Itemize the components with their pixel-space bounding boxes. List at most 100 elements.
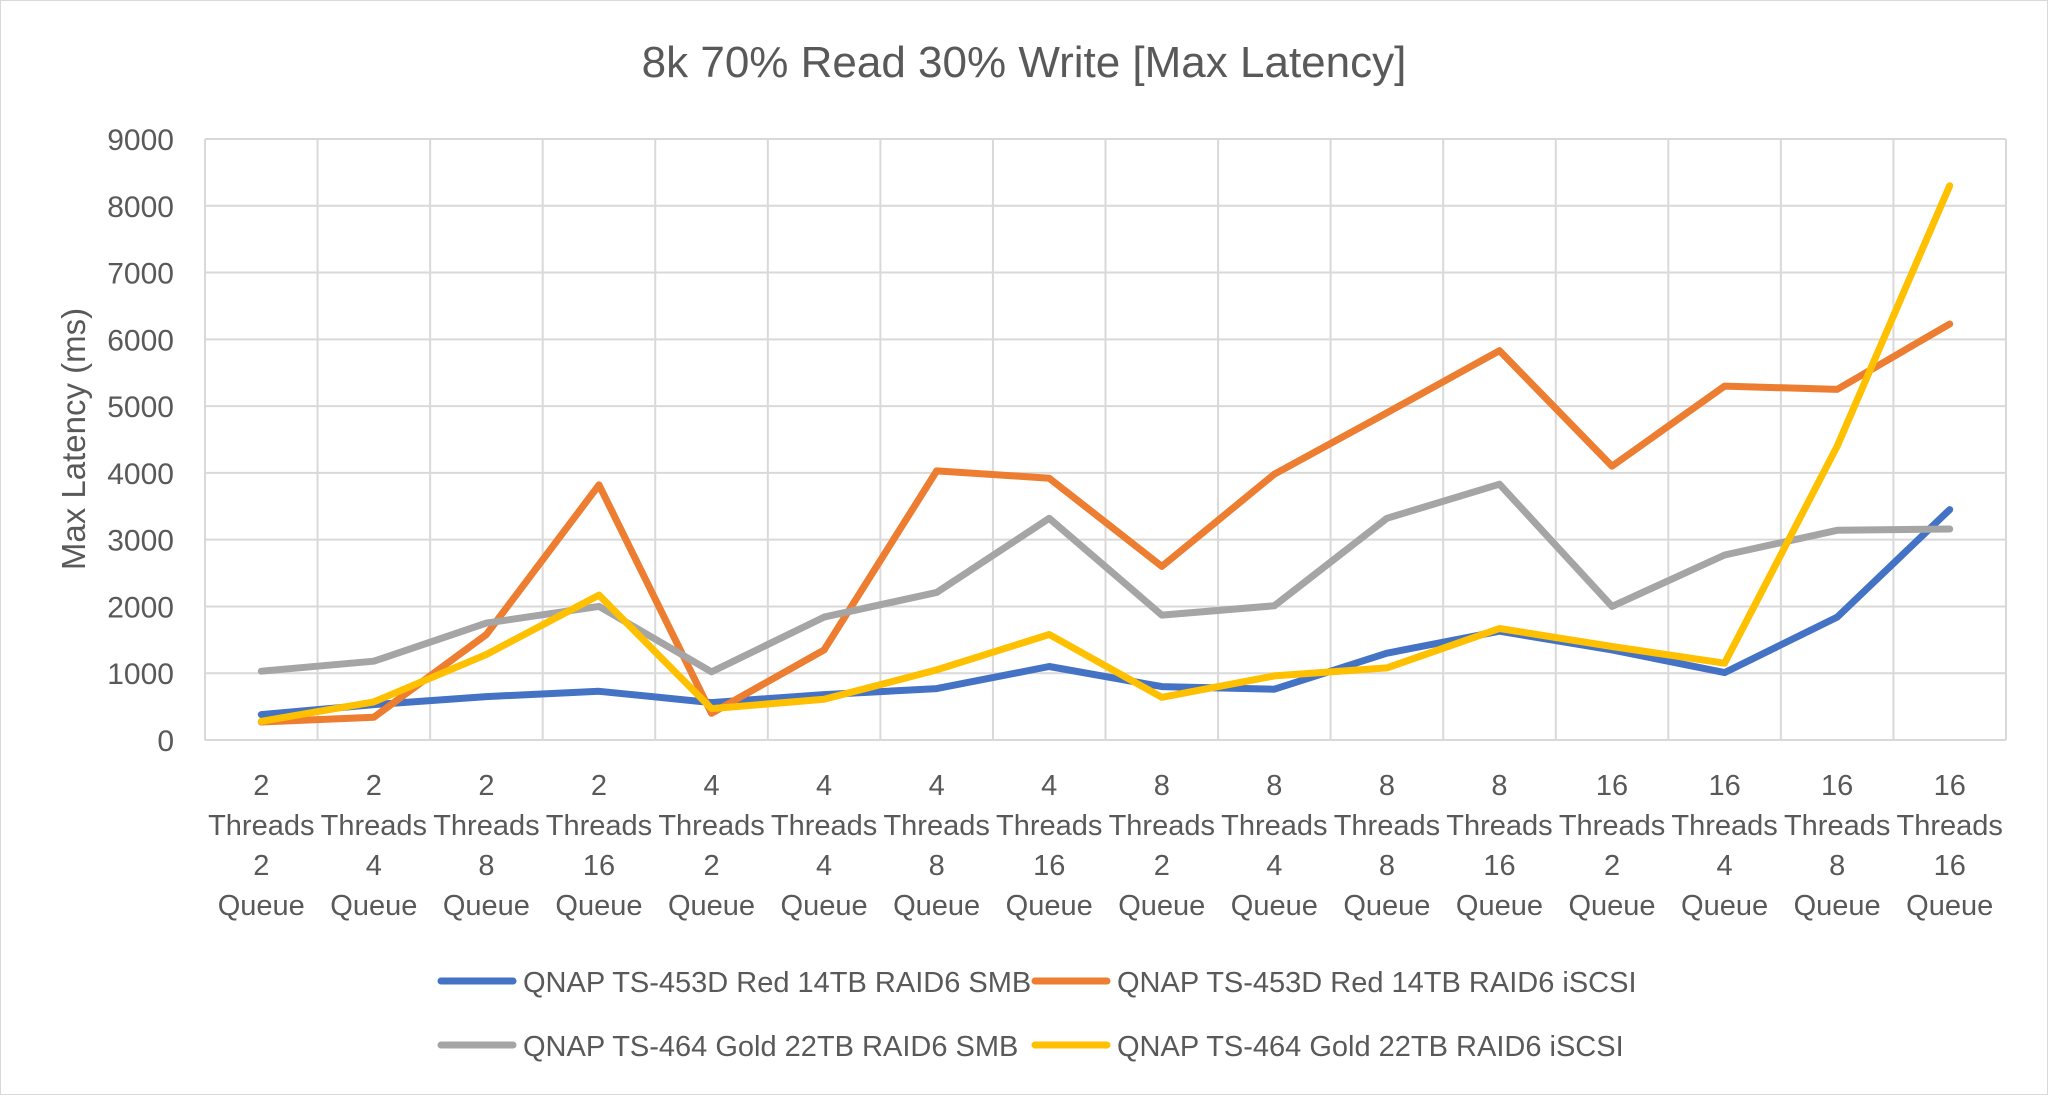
x-tick-label-line: Queue xyxy=(1343,890,1430,922)
x-tick-label-line: Queue xyxy=(1456,890,1543,922)
legend-label: QNAP TS-464 Gold 22TB RAID6 iSCSI xyxy=(1117,1031,1624,1063)
x-tick-label-line: 4 xyxy=(366,850,382,882)
x-tick-label-line: 8 xyxy=(478,850,494,882)
x-tick-label-line: 2 xyxy=(1154,850,1170,882)
x-tick-label-line: Threads xyxy=(1784,810,1890,842)
x-tick-label: 4 Threads 2 Queue xyxy=(658,770,764,922)
y-tick-label: 9000 xyxy=(107,124,174,157)
x-tick-label-line: 4 xyxy=(1266,850,1282,882)
x-tick-label: 8 Threads 4 Queue xyxy=(1221,770,1327,922)
x-tick-label-line: Threads xyxy=(658,810,764,842)
x-tick-label-line: Queue xyxy=(1906,890,1993,922)
x-tick-label-line: 4 xyxy=(1041,770,1057,802)
x-tick-label-line: 2 xyxy=(253,770,269,802)
x-tick-label-line: Queue xyxy=(555,890,642,922)
legend-item: QNAP TS-464 Gold 22TB RAID6 SMB xyxy=(441,1031,1018,1063)
x-tick-label-line: 8 xyxy=(1154,770,1170,802)
legend-label: QNAP TS-464 Gold 22TB RAID6 SMB xyxy=(523,1031,1018,1063)
x-tick-label-line: Queue xyxy=(443,890,530,922)
x-tick-label-line: 16 xyxy=(1596,770,1628,802)
x-tick-label-line: Queue xyxy=(781,890,868,922)
x-tick-label-line: 4 xyxy=(816,770,832,802)
x-tick-label-line: Queue xyxy=(218,890,305,922)
x-tick-label-line: 2 xyxy=(478,770,494,802)
y-tick-label: 6000 xyxy=(107,324,174,357)
x-tick-label-line: 2 xyxy=(591,770,607,802)
x-tick-label-line: Threads xyxy=(1334,810,1440,842)
legend-item: QNAP TS-453D Red 14TB RAID6 iSCSI xyxy=(1035,967,1637,999)
y-tick-label: 7000 xyxy=(107,258,174,291)
x-tick-label-line: Threads xyxy=(433,810,539,842)
y-tick-label: 5000 xyxy=(107,391,174,424)
x-tick-label-line: Queue xyxy=(1568,890,1655,922)
x-tick-label-line: 16 xyxy=(1934,770,1966,802)
x-tick-label-line: Queue xyxy=(893,890,980,922)
x-tick-label-line: 8 xyxy=(1491,770,1507,802)
x-tick-label-line: Threads xyxy=(1897,810,2003,842)
y-tick-label: 3000 xyxy=(107,525,174,558)
x-tick-label-line: Threads xyxy=(1109,810,1215,842)
x-tick-label: 8 Threads 8 Queue xyxy=(1334,770,1440,922)
x-tick-label-line: 16 xyxy=(583,850,615,882)
x-tick-label-line: Threads xyxy=(208,810,314,842)
x-tick-label-line: 2 xyxy=(366,770,382,802)
legend-item: QNAP TS-453D Red 14TB RAID6 SMB xyxy=(441,967,1031,999)
x-tick-label-line: 8 xyxy=(1379,850,1395,882)
y-tick-label: 1000 xyxy=(107,658,174,691)
x-tick-label-line: 8 xyxy=(1829,850,1845,882)
gridlines xyxy=(205,139,2006,740)
x-tick-label-line: Queue xyxy=(668,890,755,922)
x-tick-label-line: Threads xyxy=(771,810,877,842)
y-tick-label: 4000 xyxy=(107,458,174,491)
y-tick-label: 0 xyxy=(157,725,174,758)
x-tick-label: 16 Threads 4 Queue xyxy=(1671,770,1777,922)
x-tick-label-line: 2 xyxy=(703,850,719,882)
x-tick-label-line: 4 xyxy=(1717,850,1733,882)
legend: QNAP TS-453D Red 14TB RAID6 SMB QNAP TS-4… xyxy=(441,967,1637,1063)
x-tick-label-line: 16 xyxy=(1934,850,1966,882)
x-tick-label-line: Queue xyxy=(1794,890,1881,922)
x-tick-label: 16 Threads 2 Queue xyxy=(1559,770,1665,922)
legend-label: QNAP TS-453D Red 14TB RAID6 iSCSI xyxy=(1117,967,1637,999)
x-tick-label-line: 16 xyxy=(1708,770,1740,802)
x-tick-label-line: 4 xyxy=(929,770,945,802)
x-tick-label: 2 Threads 8 Queue xyxy=(433,770,539,922)
y-axis-ticks: 0 1000 2000 3000 4000 5000 6000 7000 8000 9000 xyxy=(107,124,174,758)
legend-label: QNAP TS-453D Red 14TB RAID6 SMB xyxy=(523,967,1031,999)
legend-item: QNAP TS-464 Gold 22TB RAID6 iSCSI xyxy=(1035,1031,1624,1063)
x-tick-label-line: Threads xyxy=(1671,810,1777,842)
x-tick-label-line: Threads xyxy=(1221,810,1327,842)
x-tick-label: 2 Threads 2 Queue xyxy=(208,770,314,922)
x-tick-label-line: Queue xyxy=(330,890,417,922)
x-tick-label-line: 8 xyxy=(1379,770,1395,802)
y-tick-label: 8000 xyxy=(107,191,174,224)
x-tick-label-line: Threads xyxy=(1446,810,1552,842)
x-tick-label: 16 Threads 16 Queue xyxy=(1897,770,2003,922)
x-tick-label-line: Threads xyxy=(996,810,1102,842)
x-tick-label-line: Queue xyxy=(1231,890,1318,922)
x-tick-label-line: 4 xyxy=(703,770,719,802)
x-tick-label-line: 2 xyxy=(1604,850,1620,882)
x-tick-label-line: 4 xyxy=(816,850,832,882)
x-tick-label: 4 Threads 16 Queue xyxy=(996,770,1102,922)
x-tick-label: 4 Threads 4 Queue xyxy=(771,770,877,922)
x-axis-ticks: 2 Threads 2 Queue 2 Threads 4 Queue 2 Threads 8 Que… xyxy=(208,770,2003,922)
x-tick-label-line: 8 xyxy=(1266,770,1282,802)
x-tick-label-line: Queue xyxy=(1006,890,1093,922)
x-tick-label-line: 2 xyxy=(253,850,269,882)
x-tick-label-line: 16 xyxy=(1033,850,1065,882)
chart-title: 8k 70% Read 30% Write [Max Latency] xyxy=(642,38,1407,87)
y-tick-label: 2000 xyxy=(107,591,174,624)
x-tick-label-line: Threads xyxy=(321,810,427,842)
x-tick-label-line: Threads xyxy=(1559,810,1665,842)
y-axis-label: Max Latency (ms) xyxy=(55,308,92,570)
x-tick-label-line: Threads xyxy=(546,810,652,842)
x-tick-label-line: 8 xyxy=(929,850,945,882)
x-tick-label-line: Queue xyxy=(1681,890,1768,922)
